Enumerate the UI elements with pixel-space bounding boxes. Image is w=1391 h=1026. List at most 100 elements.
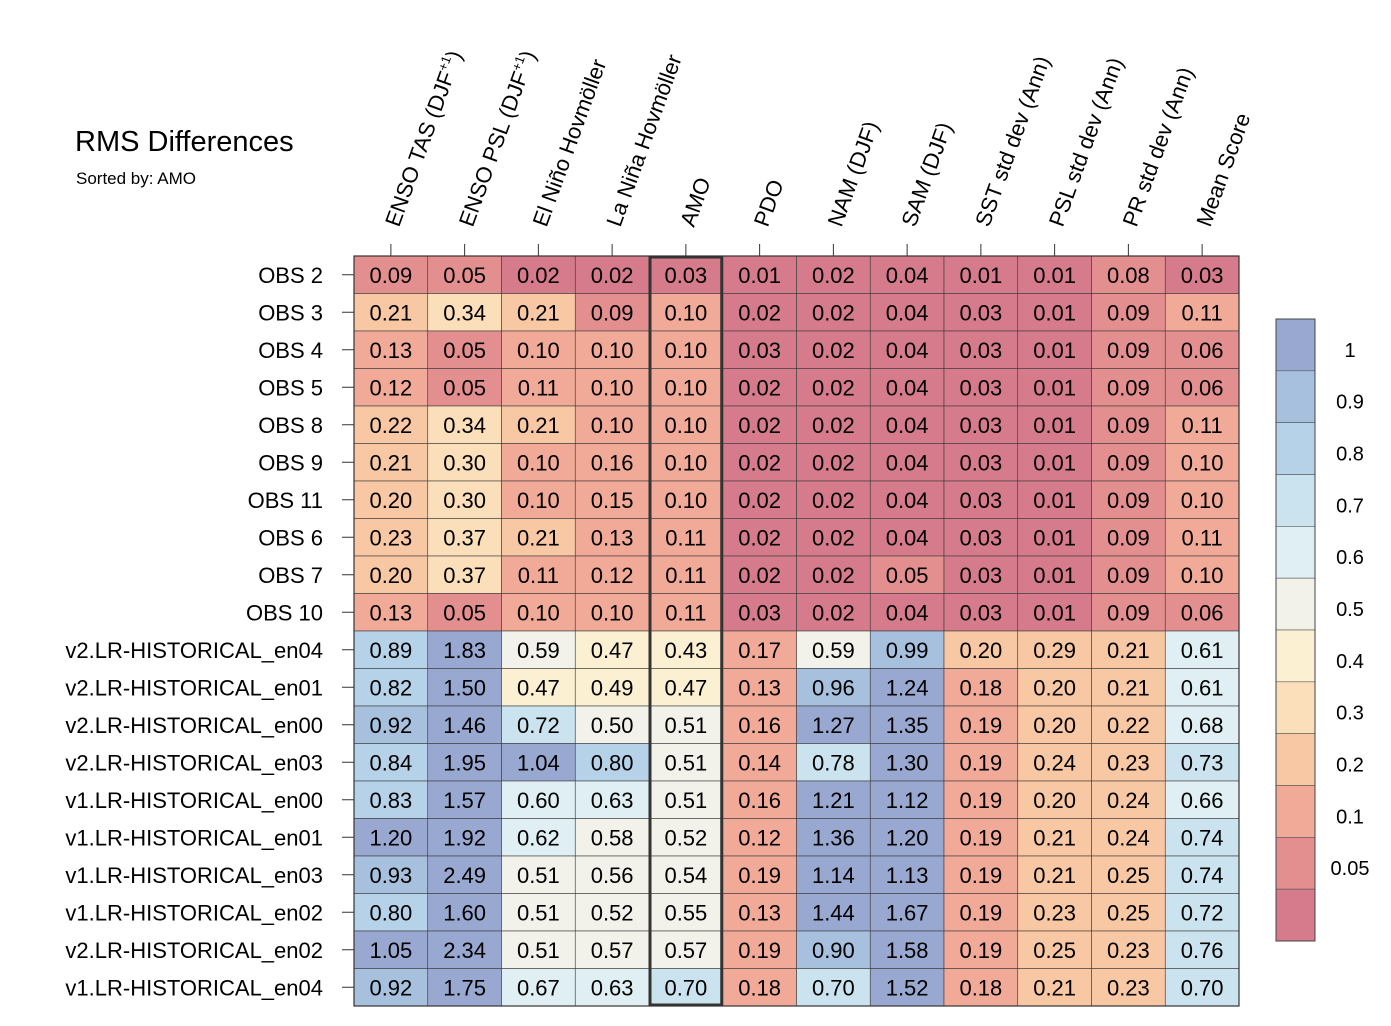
heatmap-cell	[353, 255, 429, 294]
cell-value-label: 0.03	[959, 450, 1002, 475]
heatmap-cell	[869, 593, 945, 632]
column-label: Mean Score	[1191, 110, 1255, 230]
heatmap-cell	[1017, 255, 1092, 294]
heatmap-cell	[353, 743, 429, 782]
heatmap-cell	[648, 443, 724, 482]
cell-value-label: 0.02	[812, 600, 855, 625]
cell-value-label: 0.01	[1033, 263, 1076, 288]
row-label: v2.LR-HISTORICAL_en01	[65, 675, 323, 700]
heatmap-cell	[427, 968, 502, 1007]
cell-value-label: 0.52	[591, 900, 634, 925]
cell-value-label: 0.59	[517, 638, 560, 663]
heatmap-cell	[1164, 330, 1240, 369]
heatmap-cell	[1091, 293, 1166, 332]
heatmap-cell	[869, 705, 945, 744]
cell-value-label: 0.11	[518, 375, 559, 400]
cell-value-label: 0.51	[664, 788, 707, 813]
heatmap-cell	[1091, 368, 1166, 407]
heatmap-cell	[722, 743, 797, 782]
heatmap-cell	[574, 293, 650, 332]
heatmap-cell	[501, 705, 576, 744]
cell-value-label: 0.04	[886, 600, 929, 625]
cell-value-label: 0.11	[1182, 413, 1223, 438]
heatmap-cell	[501, 743, 576, 782]
heatmap-cell	[869, 893, 945, 932]
heatmap-cell	[722, 630, 797, 669]
column-label-text: PR std dev (Ann)	[1118, 64, 1199, 230]
colorbar-band	[1275, 422, 1316, 475]
heatmap-cell	[1017, 593, 1092, 632]
cell-value-label: 0.10	[664, 450, 707, 475]
cell-value-label: 1.50	[443, 675, 486, 700]
cell-value-label: 1.95	[443, 750, 486, 775]
cell-value-label: 0.10	[664, 338, 707, 363]
cell-value-label: 1.13	[886, 863, 929, 888]
cell-value-label: 0.92	[369, 975, 412, 1000]
cell-value-label: 0.51	[517, 863, 560, 888]
cell-value-label: 0.11	[518, 563, 559, 588]
cell-value-label: 0.02	[591, 263, 634, 288]
heatmap-cell	[943, 968, 1019, 1007]
heatmap-cell	[943, 555, 1019, 594]
cell-value-label: 0.37	[443, 525, 486, 550]
heatmap-cell	[1017, 443, 1092, 482]
cell-value-label: 0.09	[1107, 300, 1150, 325]
heatmap-cell	[1091, 330, 1166, 369]
row-label: v2.LR-HISTORICAL_en03	[65, 750, 323, 775]
cell-value-label: 0.21	[517, 300, 560, 325]
heatmap-cell	[1017, 930, 1092, 969]
heatmap-cell	[574, 743, 650, 782]
heatmap-cell	[574, 593, 650, 632]
cell-value-label: 1.58	[886, 938, 929, 963]
cell-value-label: 0.22	[369, 413, 412, 438]
cell-value-label: 0.13	[738, 900, 781, 925]
heatmap-cell	[648, 818, 724, 857]
heatmap-cell	[427, 593, 502, 632]
heatmap-cell	[722, 293, 797, 332]
heatmap-cell	[1164, 930, 1240, 969]
colorbar-tick-label: 0.05	[1331, 858, 1370, 880]
cell-value-label: 0.23	[369, 525, 412, 550]
cell-value-label: 0.02	[812, 525, 855, 550]
cell-value-label: 0.21	[1033, 975, 1076, 1000]
row-label: OBS 2	[258, 263, 323, 288]
cell-value-label: 0.10	[591, 375, 634, 400]
heatmap-cell	[1091, 968, 1166, 1007]
cell-value-label: 0.04	[886, 300, 929, 325]
heatmap-cell	[869, 555, 945, 594]
cell-value-label: 0.03	[959, 525, 1002, 550]
cell-value-label: 0.55	[664, 900, 707, 925]
heatmap-cell	[1017, 368, 1092, 407]
heatmap-cell	[427, 743, 502, 782]
cell-value-label: 0.01	[1033, 375, 1076, 400]
heatmap-cell	[501, 893, 576, 932]
heatmap-cell	[943, 405, 1019, 444]
colorbar-tick-label: 0.6	[1336, 547, 1364, 569]
heatmap-cell	[353, 930, 429, 969]
cell-value-label: 1.05	[369, 938, 412, 963]
heatmap-cell	[722, 893, 797, 932]
cell-value-label: 1.12	[886, 788, 929, 813]
cell-value-label: 0.02	[812, 450, 855, 475]
row-label: v1.LR-HISTORICAL_en04	[65, 975, 323, 1000]
cell-value-label: 0.21	[1033, 863, 1076, 888]
heatmap-cell	[427, 480, 502, 519]
heatmap-cell	[427, 855, 502, 894]
cell-value-label: 0.03	[664, 263, 707, 288]
row-label: OBS 6	[258, 525, 323, 550]
heatmap-cell	[648, 893, 724, 932]
cell-value-label: 0.92	[369, 713, 412, 738]
colorbar-tick-label: 0.2	[1336, 755, 1364, 777]
cell-value-label: 0.62	[517, 825, 560, 850]
colorbar-band	[1275, 837, 1316, 890]
cell-value-label: 1.92	[443, 825, 486, 850]
column-label: SAM (DJF)	[896, 119, 957, 230]
heatmap-cell	[648, 555, 724, 594]
cell-value-label: 0.18	[959, 975, 1002, 1000]
heatmap-cell	[353, 668, 429, 707]
cell-value-label: 1.30	[886, 750, 929, 775]
cell-value-label: 0.47	[517, 675, 560, 700]
row-label: v1.LR-HISTORICAL_en01	[65, 825, 323, 850]
heatmap-cell	[869, 968, 945, 1007]
cell-value-label: 0.72	[517, 713, 560, 738]
